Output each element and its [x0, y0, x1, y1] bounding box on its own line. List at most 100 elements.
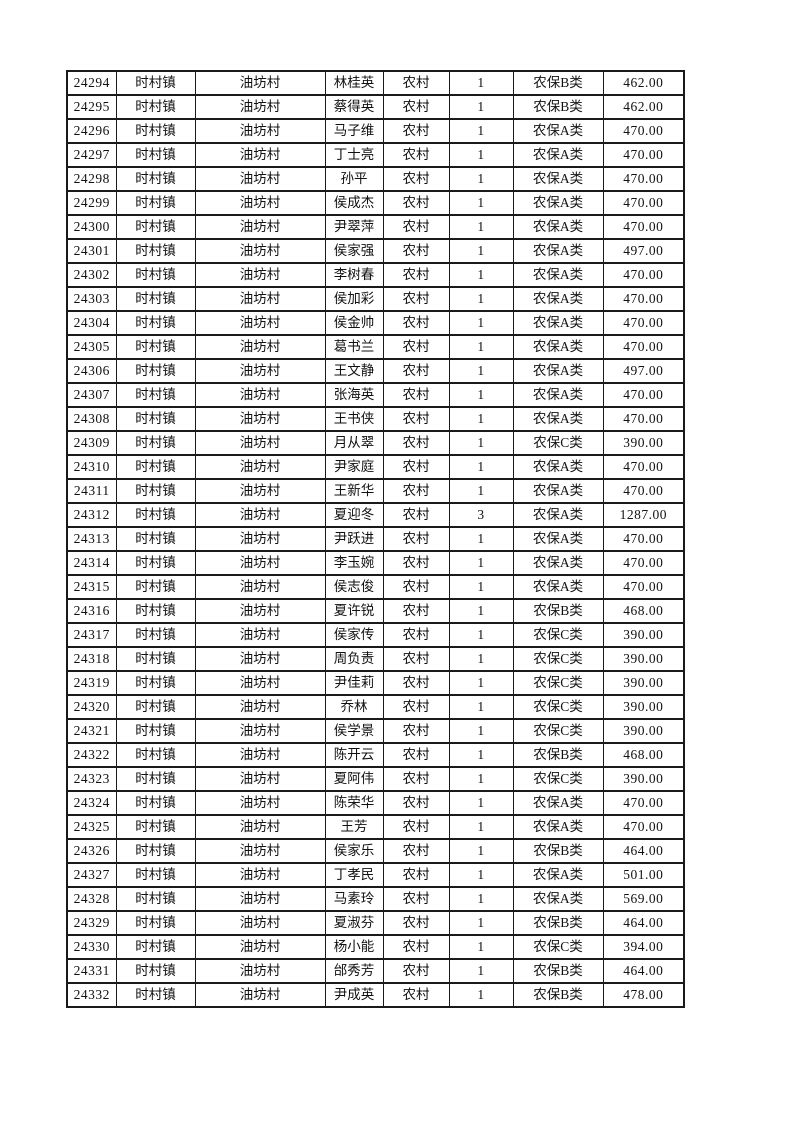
- cell-record-id: 24329: [66, 910, 117, 936]
- cell-record-id: 24325: [66, 814, 117, 840]
- cell-person-name: 尹翠萍: [324, 214, 384, 240]
- cell-town: 时村镇: [115, 94, 196, 120]
- cell-person-name: 侯家乐: [324, 838, 384, 864]
- cell-town: 时村镇: [115, 526, 196, 552]
- cell-category: 农村: [382, 598, 450, 624]
- cell-amount: 569.00: [602, 886, 685, 912]
- cell-amount: 470.00: [602, 382, 685, 408]
- cell-category: 农村: [382, 214, 450, 240]
- cell-record-id: 24306: [66, 358, 117, 384]
- cell-town: 时村镇: [115, 934, 196, 960]
- table-row: 24303 时村镇 油坊村 侯加彩 农村 1 农保A类 470.00: [66, 286, 685, 312]
- cell-person-count: 1: [448, 118, 514, 144]
- cell-person-count: 1: [448, 478, 514, 504]
- cell-village: 油坊村: [194, 790, 326, 816]
- cell-amount: 462.00: [602, 70, 685, 96]
- cell-category: 农村: [382, 790, 450, 816]
- cell-village: 油坊村: [194, 742, 326, 768]
- cell-category: 农村: [382, 670, 450, 696]
- cell-insurance-type: 农保B类: [512, 742, 604, 768]
- cell-person-count: 3: [448, 502, 514, 528]
- cell-village: 油坊村: [194, 382, 326, 408]
- cell-town: 时村镇: [115, 478, 196, 504]
- table-row: 24294 时村镇 油坊村 林桂英 农村 1 农保B类 462.00: [66, 70, 685, 96]
- cell-town: 时村镇: [115, 646, 196, 672]
- cell-person-count: 1: [448, 310, 514, 336]
- table-row: 24319 时村镇 油坊村 尹佳莉 农村 1 农保C类 390.00: [66, 670, 685, 696]
- cell-amount: 470.00: [602, 526, 685, 552]
- table-row: 24301 时村镇 油坊村 侯家强 农村 1 农保A类 497.00: [66, 238, 685, 264]
- cell-category: 农村: [382, 886, 450, 912]
- cell-town: 时村镇: [115, 670, 196, 696]
- cell-record-id: 24303: [66, 286, 117, 312]
- cell-person-count: 1: [448, 358, 514, 384]
- cell-village: 油坊村: [194, 430, 326, 456]
- cell-category: 农村: [382, 910, 450, 936]
- cell-insurance-type: 农保C类: [512, 430, 604, 456]
- cell-person-name: 马素玲: [324, 886, 384, 912]
- cell-amount: 497.00: [602, 238, 685, 264]
- cell-town: 时村镇: [115, 454, 196, 480]
- cell-record-id: 24328: [66, 886, 117, 912]
- cell-village: 油坊村: [194, 334, 326, 360]
- cell-person-count: 1: [448, 550, 514, 576]
- cell-village: 油坊村: [194, 766, 326, 792]
- cell-person-name: 月从翠: [324, 430, 384, 456]
- cell-person-count: 1: [448, 910, 514, 936]
- cell-village: 油坊村: [194, 262, 326, 288]
- cell-town: 时村镇: [115, 742, 196, 768]
- cell-category: 农村: [382, 526, 450, 552]
- table-row: 24313 时村镇 油坊村 尹跃进 农村 1 农保A类 470.00: [66, 526, 685, 552]
- cell-insurance-type: 农保A类: [512, 190, 604, 216]
- cell-person-name: 邰秀芳: [324, 958, 384, 984]
- cell-insurance-type: 农保A类: [512, 478, 604, 504]
- cell-amount: 470.00: [602, 406, 685, 432]
- cell-village: 油坊村: [194, 886, 326, 912]
- table-row: 24331 时村镇 油坊村 邰秀芳 农村 1 农保B类 464.00: [66, 958, 685, 984]
- cell-category: 农村: [382, 406, 450, 432]
- cell-village: 油坊村: [194, 814, 326, 840]
- cell-village: 油坊村: [194, 94, 326, 120]
- cell-person-name: 夏迎冬: [324, 502, 384, 528]
- cell-amount: 470.00: [602, 118, 685, 144]
- cell-insurance-type: 农保B类: [512, 598, 604, 624]
- cell-record-id: 24324: [66, 790, 117, 816]
- cell-insurance-type: 农保B类: [512, 94, 604, 120]
- cell-person-name: 侯学景: [324, 718, 384, 744]
- table-row: 24321 时村镇 油坊村 侯学景 农村 1 农保C类 390.00: [66, 718, 685, 744]
- cell-insurance-type: 农保C类: [512, 622, 604, 648]
- cell-record-id: 24312: [66, 502, 117, 528]
- cell-record-id: 24332: [66, 982, 117, 1008]
- cell-insurance-type: 农保A类: [512, 862, 604, 888]
- cell-insurance-type: 农保A类: [512, 262, 604, 288]
- cell-insurance-type: 农保B类: [512, 958, 604, 984]
- cell-insurance-type: 农保A类: [512, 574, 604, 600]
- cell-insurance-type: 农保A类: [512, 550, 604, 576]
- cell-person-count: 1: [448, 382, 514, 408]
- cell-record-id: 24297: [66, 142, 117, 168]
- cell-village: 油坊村: [194, 838, 326, 864]
- cell-amount: 390.00: [602, 766, 685, 792]
- cell-record-id: 24301: [66, 238, 117, 264]
- cell-town: 时村镇: [115, 382, 196, 408]
- table-row: 24329 时村镇 油坊村 夏淑芬 农村 1 农保B类 464.00: [66, 910, 685, 936]
- cell-town: 时村镇: [115, 334, 196, 360]
- cell-insurance-type: 农保A类: [512, 406, 604, 432]
- cell-amount: 470.00: [602, 574, 685, 600]
- cell-record-id: 24311: [66, 478, 117, 504]
- cell-person-count: 1: [448, 814, 514, 840]
- cell-insurance-type: 农保A类: [512, 814, 604, 840]
- cell-village: 油坊村: [194, 166, 326, 192]
- cell-town: 时村镇: [115, 286, 196, 312]
- cell-person-count: 1: [448, 862, 514, 888]
- cell-person-count: 1: [448, 598, 514, 624]
- cell-village: 油坊村: [194, 190, 326, 216]
- cell-amount: 497.00: [602, 358, 685, 384]
- table-row: 24323 时村镇 油坊村 夏阿伟 农村 1 农保C类 390.00: [66, 766, 685, 792]
- cell-town: 时村镇: [115, 310, 196, 336]
- insurance-records-table: 24294 时村镇 油坊村 林桂英 农村 1 农保B类 462.00 24295 时村镇 油坊村 蔡得…: [66, 70, 685, 1008]
- cell-person-count: 1: [448, 958, 514, 984]
- cell-person-name: 陈荣华: [324, 790, 384, 816]
- cell-town: 时村镇: [115, 262, 196, 288]
- cell-record-id: 24317: [66, 622, 117, 648]
